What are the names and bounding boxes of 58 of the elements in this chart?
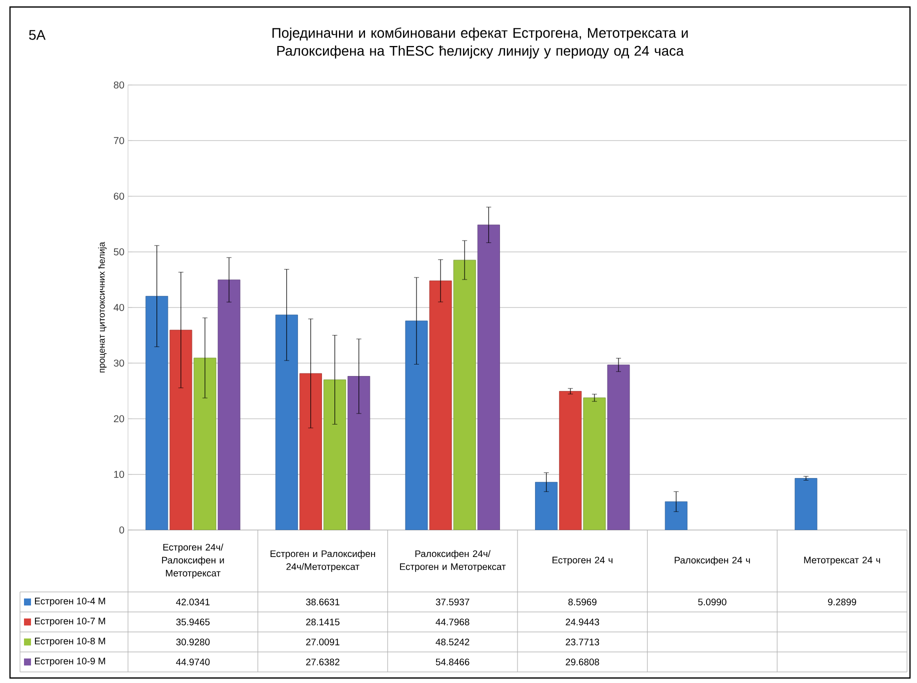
data-label: 35.9465 xyxy=(176,618,210,626)
x-tick-label: Естроген 24 ч xyxy=(552,556,612,566)
data-label: 30.9280 xyxy=(176,638,210,646)
data-label: 44.7968 xyxy=(436,618,470,626)
bar xyxy=(535,482,558,530)
y-tick-label: 60 xyxy=(114,192,124,200)
bar xyxy=(348,376,370,530)
bar xyxy=(194,358,216,530)
chart-title: Појединачни и комбиновани ефекат Естрогена, Метотрексата и Ралоксифена на ThESC ћелијску линију у периоду од 24 часа xyxy=(272,27,688,59)
y-axis-title: проценат цитотоксичних ћелија xyxy=(98,242,107,372)
bar xyxy=(607,364,630,530)
legend-label: Естроген 10-7 М xyxy=(34,618,106,626)
bar xyxy=(218,280,240,530)
bar xyxy=(170,330,192,530)
bar xyxy=(146,296,168,530)
y-tick-label: 20 xyxy=(114,415,124,422)
data-label: 9.2899 xyxy=(828,598,856,606)
legend-label: Естроген 10-9 М xyxy=(34,658,106,666)
bar xyxy=(429,280,452,530)
data-label: 38.6631 xyxy=(306,598,340,606)
data-label: 24.9443 xyxy=(566,618,600,626)
bar xyxy=(324,380,346,530)
bar xyxy=(583,398,606,530)
y-tick-label: 50 xyxy=(114,248,124,256)
bar xyxy=(405,320,428,530)
data-label: 37.5937 xyxy=(436,598,470,606)
bar xyxy=(559,391,582,530)
legend-label: Естроген 10-4 М xyxy=(34,598,106,606)
x-tick-label: Ралоксифен 24 ч xyxy=(674,556,750,566)
data-label: 29.6808 xyxy=(566,658,600,666)
data-label: 42.0341 xyxy=(176,598,210,606)
y-tick-label: 30 xyxy=(114,360,124,367)
y-tick-label: 40 xyxy=(114,304,124,312)
bar xyxy=(299,373,322,530)
y-tick-label: 80 xyxy=(114,81,124,89)
data-label: 28.1415 xyxy=(306,618,340,626)
text: 5A xyxy=(29,30,46,40)
data-label: 8.5969 xyxy=(568,598,596,606)
y-tick-label: 0 xyxy=(119,526,124,534)
data-label: 5.0990 xyxy=(698,598,726,606)
data-label: 23.7713 xyxy=(566,638,600,646)
x-tick-label: Ралоксифен 24ч/ Естроген и Метотрексат xyxy=(400,550,506,572)
bar xyxy=(275,314,298,530)
data-label: 44.9740 xyxy=(176,658,210,666)
data-label: 48.5242 xyxy=(436,638,470,646)
bar xyxy=(794,478,818,530)
bar xyxy=(664,501,688,530)
x-tick-label: Метотрексат 24 ч xyxy=(804,556,880,566)
bar xyxy=(477,224,500,530)
y-tick-label: 10 xyxy=(114,470,124,478)
y-tick-label: 70 xyxy=(114,137,124,144)
bar xyxy=(453,260,476,530)
data-label: 27.6382 xyxy=(306,658,340,666)
x-tick-label: Естроген 24ч/ Ралоксифен и Метотрексат xyxy=(162,544,224,578)
legend-label: Естроген 10-8 М xyxy=(34,638,106,646)
x-tick-label: Естроген и Ралоксифен 24ч/Метотрексат xyxy=(270,550,376,572)
data-label: 27.0091 xyxy=(306,638,340,646)
data-label: 54.8466 xyxy=(436,658,470,666)
